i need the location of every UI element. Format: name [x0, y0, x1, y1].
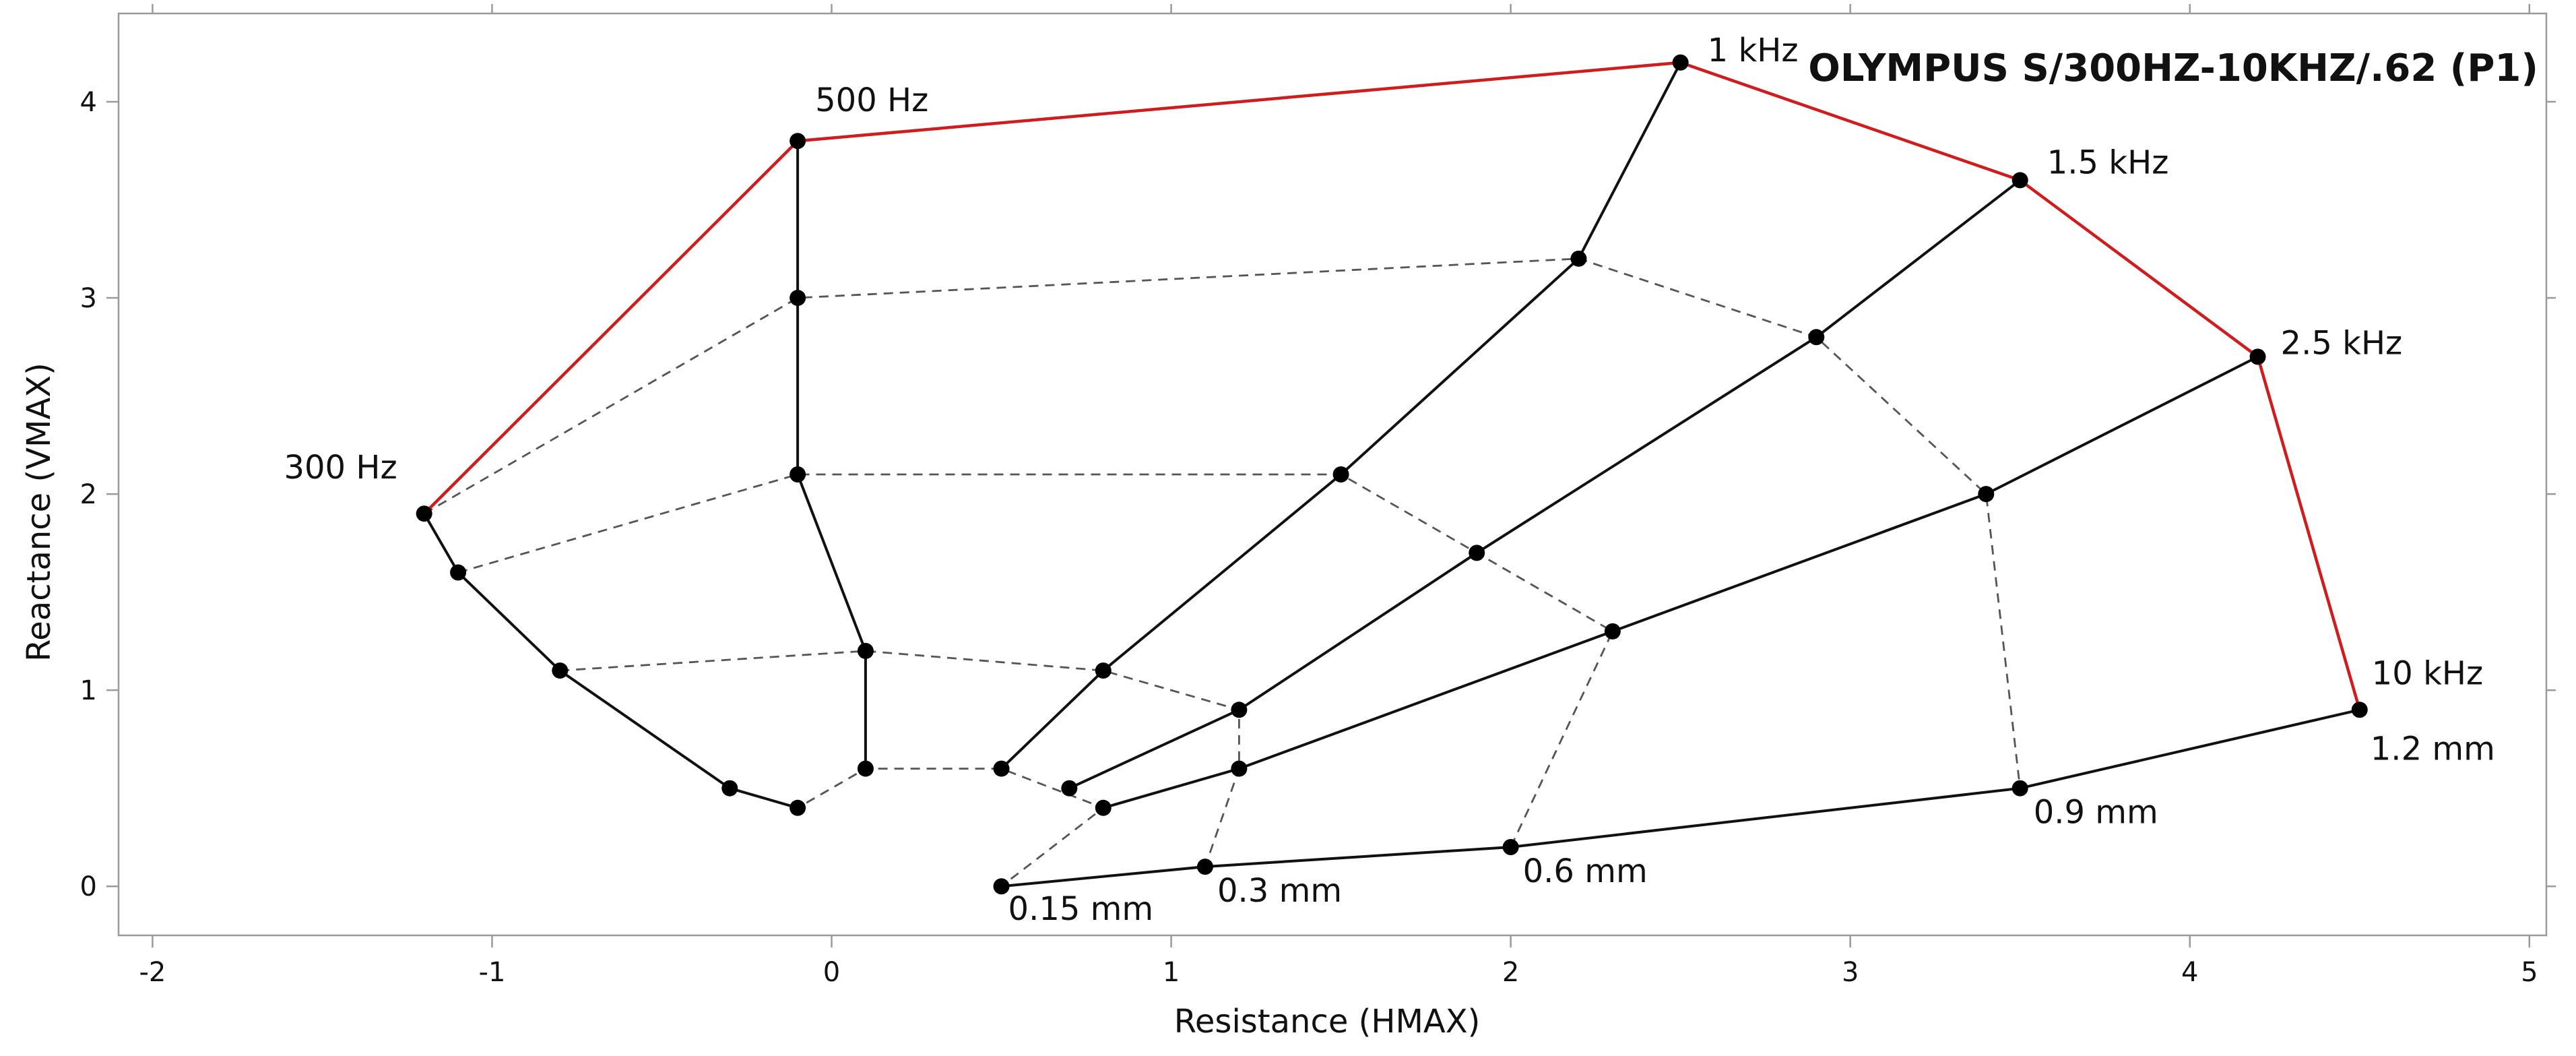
annotation-300-hz: 300 Hz [284, 449, 397, 487]
data-point [2351, 702, 2368, 718]
y-tick-label: 2 [80, 479, 97, 510]
data-point [1808, 329, 1825, 346]
data-point [1231, 760, 1248, 777]
x-tick-label: -1 [479, 957, 506, 988]
data-point [552, 662, 569, 679]
y-tick-label: 3 [80, 283, 97, 314]
x-tick-label: -2 [139, 957, 166, 988]
data-point [1332, 466, 1349, 483]
data-point [790, 133, 806, 150]
data-point [1061, 780, 1078, 797]
x-tick-label: 4 [2181, 957, 2198, 988]
data-point [1672, 54, 1689, 71]
series-1-2-mm-line [423, 61, 2361, 710]
x-tick-label: 3 [1842, 957, 1859, 988]
series-500-hz-line [796, 141, 867, 769]
data-point [1570, 250, 1587, 267]
annotation-0-9-mm: 0.9 mm [2034, 794, 2158, 832]
data-point [1502, 839, 1519, 856]
data-point [1978, 486, 1995, 503]
data-point [857, 760, 874, 777]
data-point [1231, 702, 1248, 718]
x-tick-label: 0 [823, 957, 840, 988]
y-axis-title: Reactance (VMAX) [20, 363, 58, 662]
annotation-1-2-mm: 1.2 mm [2371, 730, 2495, 768]
series-0-3-mm-line [560, 650, 1240, 867]
data-point [1469, 545, 1485, 561]
annotation-0-3-mm: 0.3 mm [1217, 872, 1342, 910]
data-point [790, 290, 806, 307]
chart-title: OLYMPUS S/300HZ-10KHZ/.62 (P1) [1808, 46, 2538, 90]
x-tick-label: 1 [1163, 957, 1180, 988]
annotation-500-hz: 500 Hz [815, 82, 928, 119]
axes-layer: -2 -1 0 1 2 3 4 5 0 1 2 3 4 [80, 4, 2556, 988]
x-tick-label: 2 [1502, 957, 1519, 988]
data-point [1095, 799, 1112, 816]
data-points [416, 54, 2368, 895]
data-point [790, 799, 806, 816]
data-point [857, 642, 874, 659]
annotation-0-15-mm: 0.15 mm [1008, 890, 1154, 928]
annotation-10-khz: 10 kHz [2372, 654, 2483, 692]
data-point [450, 564, 467, 581]
y-tick-label: 0 [80, 871, 97, 902]
data-point [2011, 780, 2028, 797]
series-0-6-mm-line [457, 473, 1614, 848]
series-1-5-khz-line [1068, 179, 2021, 790]
data-point [993, 878, 1010, 895]
highlight-curve [423, 61, 2361, 710]
data-point [2011, 172, 2028, 189]
series-0-9-mm-line [423, 257, 2022, 788]
data-point [1196, 859, 1213, 875]
y-tick-label: 1 [80, 675, 97, 706]
data-point [721, 780, 738, 797]
annotation-2-5-khz: 2.5 kHz [2281, 324, 2403, 362]
data-point [993, 760, 1010, 777]
x-axis-title: Resistance (HMAX) [1174, 1003, 1481, 1041]
data-point [790, 466, 806, 483]
dashed-curves [423, 257, 2022, 888]
x-tick-label: 5 [2521, 957, 2538, 988]
data-point [1604, 623, 1621, 640]
solid-curves [422, 61, 2360, 888]
data-point [416, 505, 432, 522]
series-0-15-mm-line [729, 768, 1105, 888]
data-point [2249, 348, 2266, 365]
data-point [1095, 662, 1112, 679]
y-tick-label: 4 [80, 87, 97, 118]
annotation-labels: 300 Hz 500 Hz 1 kHz 1.5 kHz 2.5 kHz 10 kHz 0.1… [284, 32, 2494, 928]
series-300-hz-line [422, 513, 798, 809]
plot-frame [117, 12, 2548, 937]
annotation-0-6-mm: 0.6 mm [1523, 852, 1648, 890]
annotation-1-khz: 1 kHz [1708, 32, 1799, 69]
annotation-1-5-khz: 1.5 kHz [2047, 144, 2169, 181]
